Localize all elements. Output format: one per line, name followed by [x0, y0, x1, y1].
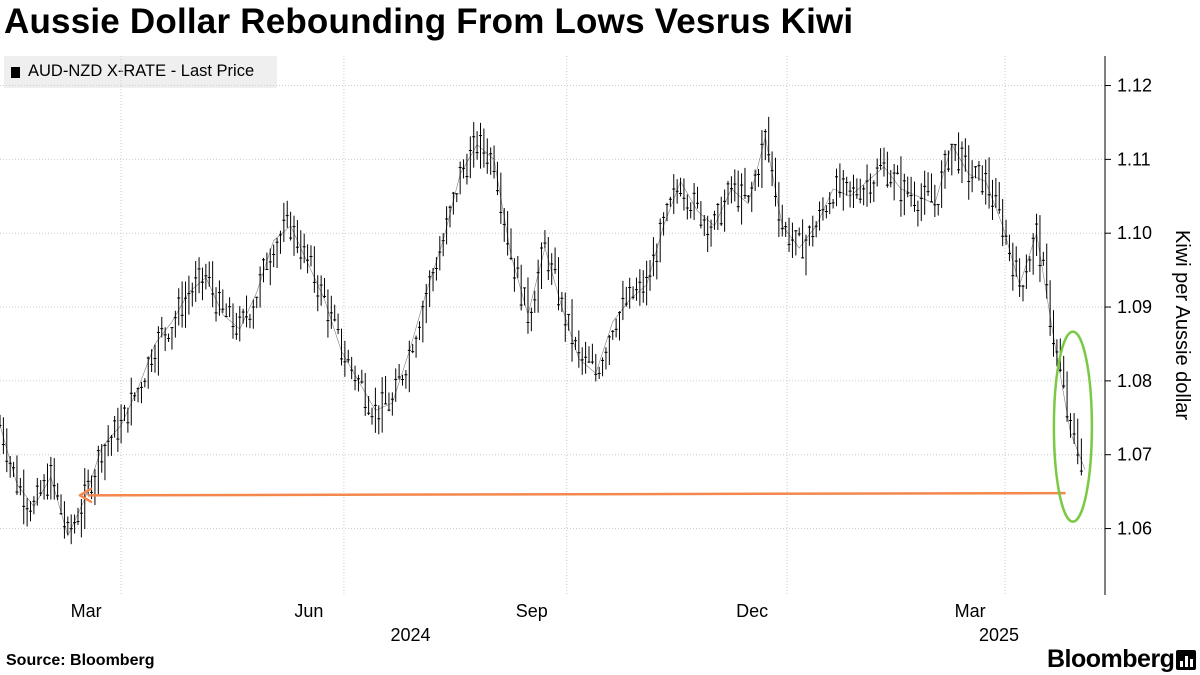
x-tick-label: Sep — [516, 601, 548, 621]
y-tick-label: 1.08 — [1117, 371, 1152, 391]
support-arrow-line — [87, 491, 1066, 497]
rebound-highlight-ellipse — [1052, 330, 1094, 523]
y-tick-label: 1.12 — [1117, 76, 1152, 96]
y-axis-label: Kiwi per Aussie dollar — [1171, 230, 1193, 420]
x-axis: Mar Jun Sep Dec Mar 2024 2025 — [71, 601, 1019, 645]
price-series — [0, 116, 1086, 545]
legend: AUD-NZD X-RATE - Last Price — [4, 56, 277, 88]
support-arrow-head — [78, 487, 93, 504]
annotations — [78, 330, 1094, 523]
y-tick-label: 1.10 — [1117, 223, 1152, 243]
source-note: Source: Bloomberg — [6, 652, 155, 669]
x-tick-label: Dec — [736, 601, 768, 621]
price-line — [0, 137, 1086, 537]
x-tick-label: Jun — [294, 601, 323, 621]
x-tick-label: Mar — [955, 601, 986, 621]
y-tick-label: 1.11 — [1117, 149, 1151, 169]
legend-swatch — [11, 67, 20, 78]
horizontal-gridlines — [0, 85, 1105, 530]
legend-label: AUD-NZD X-RATE - Last Price — [28, 62, 255, 80]
x-tick-label: Mar — [71, 601, 102, 621]
y-tick-label: 1.07 — [1117, 445, 1152, 465]
y-tick-label: 1.06 — [1117, 519, 1152, 539]
bloomberg-logo: Bloomberg — [1047, 645, 1175, 673]
bloomberg-bars-icon — [1176, 650, 1196, 670]
y-tick-label: 1.09 — [1117, 297, 1152, 317]
x-year-label: 2025 — [979, 625, 1019, 645]
chart-title: Aussie Dollar Rebounding From Lows Vesru… — [4, 2, 854, 41]
x-year-label: 2024 — [390, 625, 430, 645]
y-axis: 1.06 1.07 1.08 1.09 1.10 1.11 1.12 — [1104, 56, 1152, 595]
